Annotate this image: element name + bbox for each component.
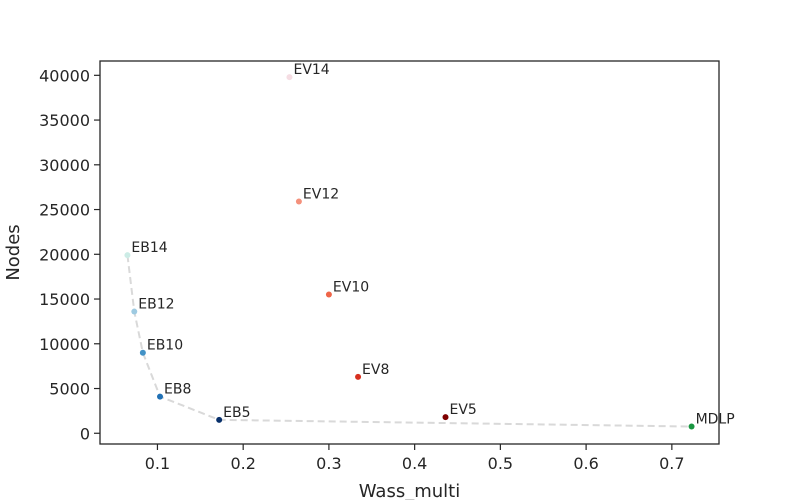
point-ev5 xyxy=(442,414,449,421)
point-label-eb8: EB8 xyxy=(164,382,191,398)
y-tick-label: 20000 xyxy=(39,245,90,264)
point-label-eb14: EB14 xyxy=(131,240,167,256)
y-axis-title: Nodes xyxy=(3,224,24,280)
point-ev14 xyxy=(286,74,293,81)
plot-area-frame xyxy=(99,60,720,445)
y-axis: 0 5000 10000 15000 20000 25000 30000 35000 40000 xyxy=(39,66,100,443)
x-tick-label: 0.6 xyxy=(573,454,598,473)
point-eb8 xyxy=(157,393,164,400)
y-tick-label: 0 xyxy=(80,424,90,443)
x-axis-title: Wass_multi xyxy=(359,481,460,500)
data-points: EV14 EV12 EV10 EV8 EV5 EB14 EB12 EB10 EB8 EB5 MDLP xyxy=(124,62,735,430)
y-tick-label: 15000 xyxy=(39,290,90,309)
x-tick-label: 0.7 xyxy=(659,454,684,473)
x-tick-label: 0.1 xyxy=(145,454,170,473)
y-tick-label: 25000 xyxy=(39,201,90,220)
y-tick-label: 35000 xyxy=(39,111,90,130)
x-axis: 0.1 0.2 0.3 0.4 0.5 0.6 0.7 xyxy=(145,444,685,473)
y-tick-label: 40000 xyxy=(39,66,90,85)
point-label-ev12: EV12 xyxy=(303,186,339,202)
point-ev12 xyxy=(295,198,302,205)
x-tick-label: 0.2 xyxy=(230,454,255,473)
point-label-ev10: EV10 xyxy=(333,280,369,296)
point-eb5 xyxy=(216,416,223,423)
point-mdlp xyxy=(688,423,695,430)
point-eb10 xyxy=(139,349,146,356)
point-ev10 xyxy=(325,291,332,298)
point-label-ev14: EV14 xyxy=(293,62,329,78)
y-tick-label: 5000 xyxy=(49,380,90,399)
point-eb12 xyxy=(131,308,138,315)
point-label-ev5: EV5 xyxy=(450,402,477,418)
x-tick-label: 0.5 xyxy=(488,454,513,473)
point-ev8 xyxy=(355,373,362,380)
frontier-dashed-line xyxy=(126,255,692,428)
point-label-eb5: EB5 xyxy=(223,405,250,421)
point-label-eb10: EB10 xyxy=(147,338,183,354)
point-label-mdlp: MDLP xyxy=(696,412,735,428)
point-eb14 xyxy=(124,252,131,259)
x-tick-label: 0.4 xyxy=(402,454,427,473)
point-label-ev8: EV8 xyxy=(362,362,389,378)
point-label-eb12: EB12 xyxy=(138,297,174,313)
x-tick-label: 0.3 xyxy=(316,454,341,473)
y-tick-label: 10000 xyxy=(39,335,90,354)
y-tick-label: 30000 xyxy=(39,156,90,175)
